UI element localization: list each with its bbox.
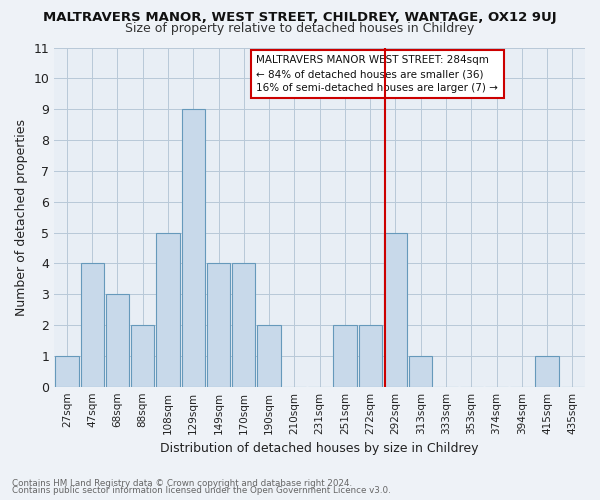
- X-axis label: Distribution of detached houses by size in Childrey: Distribution of detached houses by size …: [160, 442, 479, 455]
- Bar: [535, 356, 559, 386]
- Bar: [384, 232, 407, 386]
- Bar: [207, 264, 230, 386]
- Text: Contains public sector information licensed under the Open Government Licence v3: Contains public sector information licen…: [12, 486, 391, 495]
- Bar: [131, 325, 154, 386]
- Bar: [359, 325, 382, 386]
- Y-axis label: Number of detached properties: Number of detached properties: [15, 118, 28, 316]
- Text: Contains HM Land Registry data © Crown copyright and database right 2024.: Contains HM Land Registry data © Crown c…: [12, 478, 352, 488]
- Bar: [80, 264, 104, 386]
- Bar: [106, 294, 129, 386]
- Bar: [157, 232, 179, 386]
- Bar: [257, 325, 281, 386]
- Text: MALTRAVERS MANOR, WEST STREET, CHILDREY, WANTAGE, OX12 9UJ: MALTRAVERS MANOR, WEST STREET, CHILDREY,…: [43, 11, 557, 24]
- Bar: [333, 325, 356, 386]
- Text: MALTRAVERS MANOR WEST STREET: 284sqm
← 84% of detached houses are smaller (36)
1: MALTRAVERS MANOR WEST STREET: 284sqm ← 8…: [256, 55, 499, 93]
- Text: Size of property relative to detached houses in Childrey: Size of property relative to detached ho…: [125, 22, 475, 35]
- Bar: [55, 356, 79, 386]
- Bar: [182, 109, 205, 386]
- Bar: [232, 264, 256, 386]
- Bar: [409, 356, 433, 386]
